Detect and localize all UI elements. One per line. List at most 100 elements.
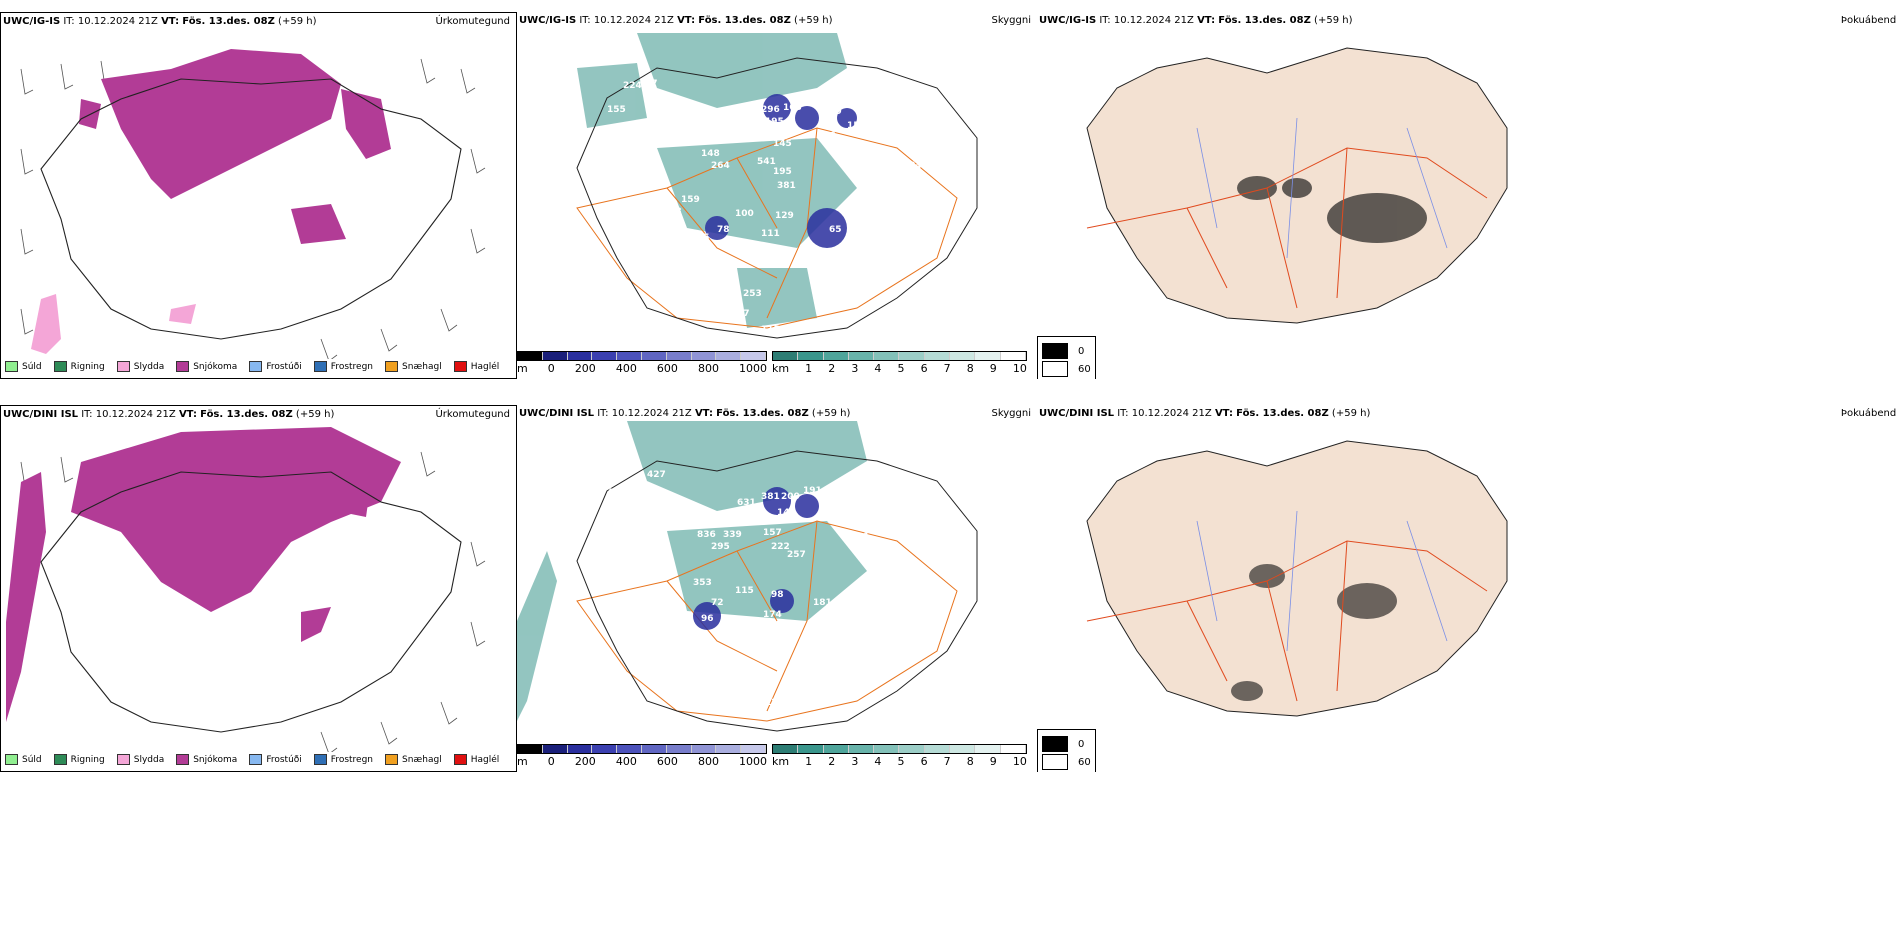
- height-label: 145: [773, 139, 792, 149]
- height-label: 541: [757, 157, 776, 167]
- height-label: 222: [771, 542, 790, 552]
- height-label: 195: [765, 117, 784, 127]
- height-label: 836: [697, 530, 716, 540]
- height-label: 97: [737, 309, 750, 319]
- precip-map: [20, 49, 486, 359]
- height-label: 105: [911, 225, 930, 235]
- fog-panel-top: UWC/IG-IS IT: 10.12.2024 21Z VT: Fös. 13…: [1037, 12, 1897, 379]
- height-scale: m 0 200 400 600 800 1000: [517, 744, 767, 768]
- legend-item: Snæhagl: [385, 754, 442, 765]
- precip-legend: Súld Rigning Slydda Snjókoma Frostúði Fr…: [5, 361, 499, 372]
- iceland-outline: [40, 471, 462, 733]
- height-label: 200: [781, 492, 800, 502]
- height-label: 123: [843, 93, 862, 103]
- height-label: 381: [761, 492, 780, 502]
- legend-item: Rigning: [53, 754, 105, 765]
- height-label: 339: [723, 530, 742, 540]
- panel-header: UWC/DINI ISL IT: 10.12.2024 21Z VT: Fös.…: [519, 408, 851, 419]
- height-label: 174: [763, 610, 782, 620]
- fog-map: [1086, 440, 1508, 717]
- fog-areas: [1231, 564, 1397, 701]
- road-lines: [576, 520, 958, 722]
- height-label: 183: [833, 492, 852, 502]
- height-label: 427: [647, 470, 666, 480]
- panel-title: Þokuábendi: [1840, 408, 1897, 419]
- height-label: 131: [747, 704, 766, 714]
- height-label: 38: [857, 151, 870, 161]
- panel-title: Skyggni: [991, 15, 1031, 26]
- height-label: 72: [711, 598, 724, 608]
- panel-header: UWC/DINI ISL IT: 10.12.2024 21Z VT: Fös.…: [3, 409, 335, 420]
- height-label: 77: [865, 223, 878, 233]
- fog-map: [1086, 47, 1508, 324]
- legend-item: Súld: [5, 361, 42, 372]
- iceland-outline: [576, 450, 978, 732]
- teal-areas: [517, 421, 867, 721]
- panel-title: Skyggni: [991, 408, 1031, 419]
- height-label: 124: [903, 161, 922, 171]
- height-label: 295: [711, 542, 730, 552]
- height-label: 78: [717, 225, 730, 235]
- panel-title: Úrkomutegund: [435, 409, 510, 420]
- height-label: 316: [673, 109, 692, 119]
- iceland-land: [1086, 440, 1508, 717]
- height-label: 98: [763, 129, 776, 139]
- height-label: 123: [765, 698, 784, 708]
- panel-header: UWC/DINI ISL IT: 10.12.2024 21Z VT: Fös.…: [1039, 408, 1371, 419]
- height-label: 457: [901, 141, 920, 151]
- rivers: [1196, 510, 1448, 652]
- legend-item: Slydda: [116, 361, 164, 372]
- snow-areas: [79, 49, 391, 244]
- road-lines: [1086, 147, 1488, 309]
- height-label: 118: [857, 181, 876, 191]
- visibility-panel-top: UWC/IG-IS IT: 10.12.2024 21Z VT: Fös. 13…: [517, 12, 1037, 379]
- height-label: 65: [829, 225, 842, 235]
- height-label: 257: [787, 550, 806, 560]
- height-label: 115: [761, 325, 780, 335]
- height-label: 163: [783, 103, 802, 113]
- height-label: 276: [895, 496, 914, 506]
- height-label: 353: [693, 578, 712, 588]
- legend-item: Slydda: [116, 754, 164, 765]
- legend-item: Rigning: [53, 361, 105, 372]
- height-label: 214: [883, 91, 902, 101]
- height-label: 91: [857, 532, 870, 542]
- height-label: 219: [805, 95, 824, 105]
- iceland-outline: [576, 57, 978, 339]
- height-label: 159: [681, 195, 700, 205]
- precip-panel-bottom: UWC/DINI ISL IT: 10.12.2024 21Z VT: Fös.…: [0, 405, 517, 772]
- height-label: 253: [743, 289, 762, 299]
- height-label: 333: [663, 207, 682, 217]
- height-label: 381: [777, 181, 796, 191]
- height-label: 191: [803, 486, 822, 496]
- precip-map: [6, 427, 486, 752]
- height-scale: m 0 200 400 600 800 1000: [517, 351, 767, 375]
- height-label: 111: [761, 229, 780, 239]
- teal-areas: [577, 33, 857, 328]
- snow-areas: [6, 427, 401, 722]
- height-label: 151: [847, 121, 866, 131]
- legend-item: Snjókoma: [176, 361, 237, 372]
- fog-panel-bottom: UWC/DINI ISL IT: 10.12.2024 21Z VT: Fös.…: [1037, 405, 1897, 772]
- visibility-panel-bottom: UWC/DINI ISL IT: 10.12.2024 21Z VT: Fös.…: [517, 405, 1037, 772]
- fog-legend: 0 60: [1037, 336, 1096, 379]
- sleet-areas: [31, 294, 196, 354]
- height-label: 100: [735, 209, 754, 219]
- legend-item: Frostregn: [313, 754, 373, 765]
- height-label: 148: [701, 149, 720, 159]
- height-label: 97: [645, 79, 658, 89]
- legend-item: Snæhagl: [385, 361, 442, 372]
- legend-item: Frostúði: [249, 361, 302, 372]
- height-label: 155: [607, 105, 626, 115]
- height-label: 115: [735, 586, 754, 596]
- legend-item: Snjókoma: [176, 754, 237, 765]
- height-label: 109: [841, 498, 860, 508]
- height-label: 75: [697, 233, 710, 243]
- height-label: 129: [823, 107, 842, 117]
- height-label: 296: [761, 105, 780, 115]
